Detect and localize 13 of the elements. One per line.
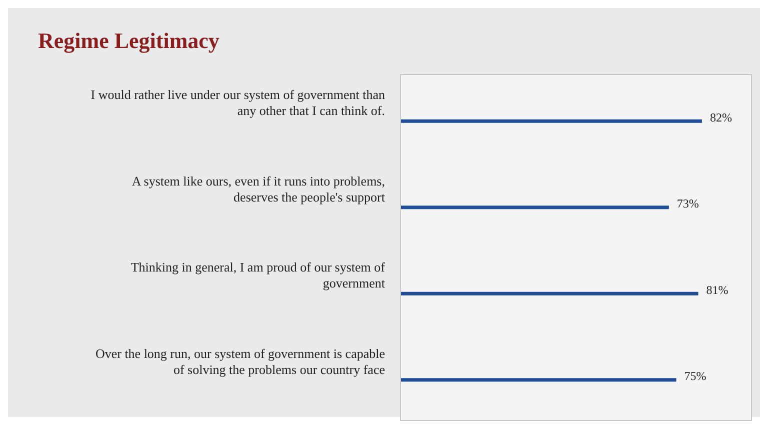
bar — [401, 292, 698, 296]
data-label: 73% — [676, 196, 699, 211]
data-label: 75% — [684, 369, 706, 384]
bar — [401, 119, 702, 123]
y-tick-label: Thinking in general, I am proud of our system of government — [130, 260, 386, 291]
y-tick-label: Over the long run, our system of government is capable of solving the problems our country face — [95, 346, 386, 377]
bar — [401, 206, 669, 210]
text: Regime Legitimacy — [38, 28, 220, 54]
data-label: 81% — [706, 282, 728, 297]
data-label: 82% — [710, 110, 732, 124]
y-tick-label: A system like ours, even if it runs into problems, deserves the people's support — [132, 173, 386, 204]
y-tick-label: I would rather live under our system of government than any other that I can think of. — [90, 87, 386, 118]
bar — [401, 378, 676, 382]
